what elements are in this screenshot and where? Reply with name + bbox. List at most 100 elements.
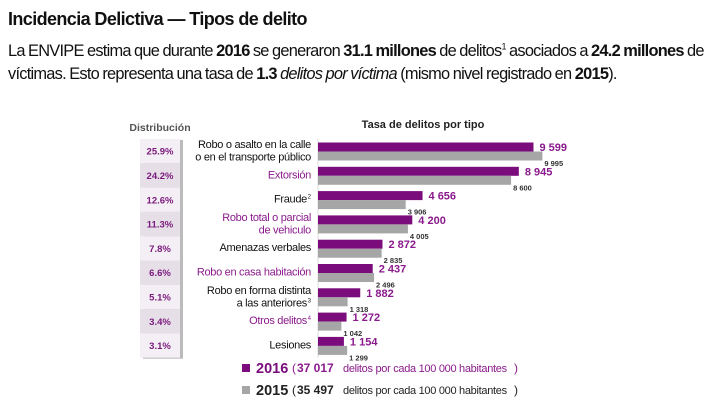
category-label: Otros delitos [249, 315, 308, 327]
category-label: Lesiones [269, 339, 311, 351]
category-label: Robo en casa habitación [197, 267, 311, 279]
paragraph-segment: delitos por víctima [280, 64, 398, 83]
distribution-box [140, 187, 180, 212]
bar-2015 [318, 224, 408, 234]
data-label-2016: 4 200 [418, 215, 446, 227]
category-footnote: 4 [308, 316, 312, 322]
legend-year: 2016 [256, 361, 288, 377]
data-label-2016: 9 599 [539, 142, 567, 154]
paragraph-segment: 2015 [574, 64, 609, 83]
bar-2015 [318, 200, 406, 210]
bar-2016 [318, 239, 383, 249]
data-label-2016: 1 154 [350, 336, 378, 348]
bar-2015 [318, 151, 543, 161]
category-footnote: 2 [308, 195, 312, 201]
bar-2016 [318, 215, 413, 225]
legend-total: 35 497 [297, 383, 334, 397]
legend-total: 37 017 [297, 361, 334, 375]
paragraph-segment: ). [608, 64, 617, 83]
legend-note: delitos por cada 100 000 habitantes [343, 385, 508, 397]
bar-2016 [318, 312, 347, 322]
paragraph-segment: 31.1 millones [343, 42, 436, 60]
category-label: Extorsión [268, 169, 311, 181]
data-label-2015: 3 906 [408, 208, 427, 217]
distribution-box [140, 236, 180, 261]
data-label-2016: 8 945 [525, 166, 553, 178]
distribution-box [140, 309, 180, 334]
data-label-2015: 1 318 [350, 305, 369, 314]
bar-2016 [318, 142, 534, 152]
paragraph-segment: se generaron [249, 42, 344, 60]
paragraph-segment: 1.3 [256, 64, 277, 83]
bar-2016 [318, 288, 361, 298]
legend-swatch-2016 [242, 364, 250, 372]
category-label: de vehiculo [259, 224, 312, 236]
category-label: Fraude [274, 194, 307, 206]
data-label-2016: 1 272 [353, 312, 381, 324]
data-label-2015: 4 005 [410, 232, 429, 241]
category-label: Robo en forma distinta [207, 285, 312, 297]
bar-2015 [318, 273, 375, 282]
data-label-2016: 4 656 [429, 191, 457, 203]
category-footnote: 3 [308, 298, 312, 304]
legend-year: 2015 [256, 383, 288, 399]
data-label-2015: 1 042 [343, 329, 362, 338]
category-label: Robo total o parcial [222, 212, 311, 224]
distribution-box [140, 139, 180, 164]
paragraph-segment: (mismo nivel registrado en [396, 64, 575, 83]
distribution-value: 11.3% [147, 220, 174, 231]
category-label: Robo o asalto en la calle [198, 139, 311, 151]
bar-2015 [318, 297, 348, 307]
distribution-box [140, 211, 180, 237]
bar-2015 [318, 248, 382, 258]
distribution-value: 7.8% [149, 244, 171, 255]
data-label-2016: 1 882 [366, 288, 394, 300]
category-label: Amenazas verbales [219, 242, 311, 254]
page-title: Incidencia Delictiva — Tipos de delito [8, 9, 308, 29]
legend-paren: ( [292, 383, 296, 397]
data-label-2016: 2 437 [379, 264, 407, 276]
intro-paragraph: La ENVIPE estima que durante 2016 se gen… [8, 40, 720, 85]
bar-2015 [318, 175, 512, 185]
distribution-box [140, 260, 180, 285]
distribution-box [140, 284, 180, 310]
data-label-2015: 2 496 [376, 281, 395, 290]
data-label-2015: 9 995 [544, 159, 563, 168]
distribution-value: 25.9% [147, 147, 174, 158]
distribution-box [140, 163, 180, 188]
chart-title: Tasa de delitos por tipo [362, 119, 485, 131]
distribution-value: 24.2% [147, 171, 174, 182]
legend-paren: ) [514, 383, 518, 397]
legend-swatch-2015 [242, 386, 250, 394]
distribution-box [140, 333, 180, 358]
paragraph-segment: de delitos [435, 42, 502, 60]
category-label: a las anteriores [237, 297, 308, 309]
legend-note: delitos por cada 100 000 habitantes [343, 363, 508, 375]
distribution-title: Distribución [129, 122, 190, 134]
data-label-2015: 2 835 [384, 256, 403, 265]
paragraph-segment: 24.2 millones [591, 42, 684, 60]
data-label-2016: 2 872 [388, 239, 416, 251]
paragraph-segment: 1 [501, 41, 506, 52]
distribution-value: 3.1% [149, 341, 171, 352]
paragraph-segment: La ENVIPE estima que durante [8, 42, 217, 60]
paragraph-segment: 2016 [216, 42, 250, 60]
data-label-2015: 8 600 [513, 183, 532, 192]
bar-2015 [318, 321, 342, 331]
legend-paren: ) [514, 361, 518, 375]
bar-2016 [318, 166, 519, 176]
bar-2016 [318, 336, 344, 346]
category-label: o en el transporte público [195, 152, 311, 164]
bar-2016 [318, 191, 423, 201]
paragraph-segment: asociados a [505, 42, 592, 60]
legend-paren: ( [292, 361, 296, 375]
bar-2016 [318, 264, 373, 273]
distribution-value: 6.6% [149, 268, 171, 279]
bar-2015 [318, 345, 348, 355]
distribution-value: 12.6% [147, 195, 174, 206]
distribution-value: 3.4% [149, 317, 171, 328]
paragraph-segment: de víctimas. Esto representa una tasa de [8, 42, 705, 83]
distribution-value: 5.1% [149, 292, 171, 303]
data-label-2015: 1 299 [349, 353, 368, 362]
